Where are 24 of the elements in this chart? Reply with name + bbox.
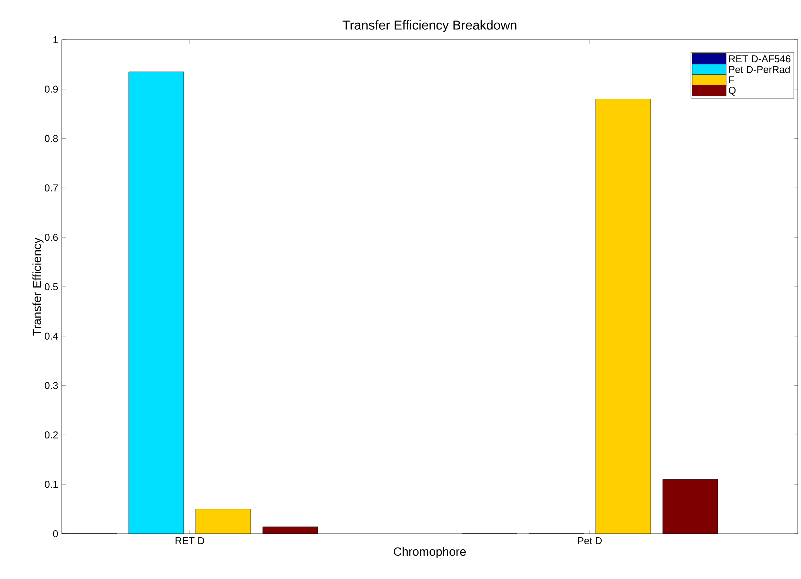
bar xyxy=(196,509,252,534)
y-tick-label: 0 xyxy=(53,530,58,538)
y-tick-label: 0.3 xyxy=(45,382,58,390)
bar xyxy=(596,99,652,534)
y-tick-label: 0.4 xyxy=(45,332,58,340)
y-axis-title: Transfer Efficiency xyxy=(32,238,44,336)
y-tick-label: 1 xyxy=(54,36,58,44)
legend-label: Pet D-PerRad xyxy=(729,66,790,74)
y-tick-label: 0.7 xyxy=(45,184,58,192)
legend-label: F xyxy=(729,76,734,84)
y-tick-label: 0.6 xyxy=(45,234,58,242)
y-tick-label: 0.1 xyxy=(45,481,58,488)
legend-label: RET D-AF546 xyxy=(729,56,791,63)
legend-label: Q xyxy=(729,87,736,96)
y-tick-label: 0.2 xyxy=(45,432,58,439)
chart-title: Transfer Efficiency Breakdown xyxy=(342,20,517,32)
y-tick-label: 0.5 xyxy=(45,283,58,291)
bar xyxy=(128,72,184,534)
y-tick-label: 0.8 xyxy=(45,135,58,142)
y-tick-label: 0.9 xyxy=(45,86,58,93)
x-tick-label: Pet D xyxy=(578,538,602,544)
x-axis-title: Chromophore xyxy=(394,547,466,558)
bar xyxy=(662,479,718,534)
x-tick-label: RET D xyxy=(176,538,204,544)
